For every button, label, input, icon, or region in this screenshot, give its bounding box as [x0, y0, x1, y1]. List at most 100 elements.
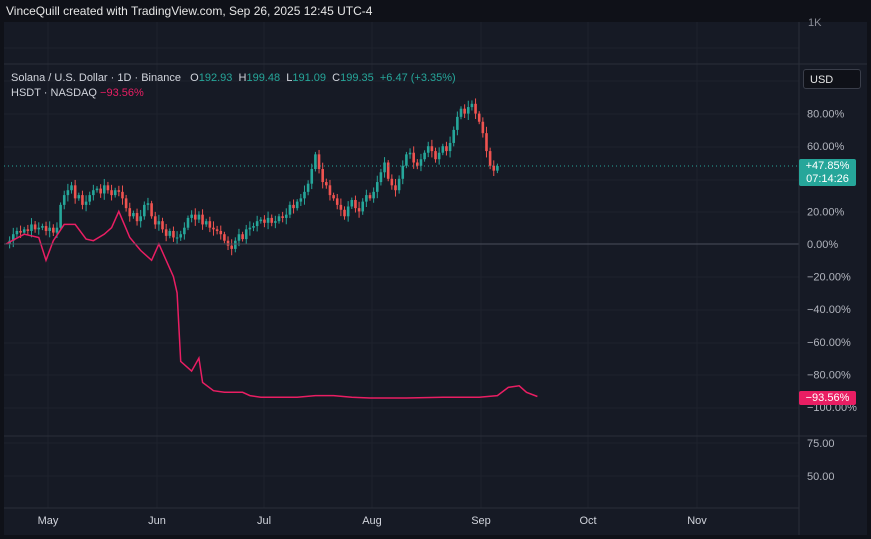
candle-body	[197, 214, 201, 220]
candle-body	[426, 146, 430, 153]
candle-body	[379, 172, 383, 183]
candle-body	[456, 116, 459, 130]
legend-symbol: Solana / U.S. Dollar · 1D · Binance	[11, 72, 181, 84]
x-tick-label: Oct	[579, 515, 596, 527]
candle-body	[193, 214, 197, 220]
candle-body	[92, 190, 95, 196]
candle-body	[110, 190, 113, 196]
candle-body	[401, 165, 405, 179]
legend-close-label: C	[332, 72, 341, 84]
candle-body	[346, 206, 350, 217]
header-bar: VinceQuill created with TradingView.com,…	[0, 0, 871, 22]
candle-body	[259, 219, 263, 222]
candle-body	[474, 103, 477, 114]
candle-body	[244, 229, 248, 240]
candle-body	[397, 178, 401, 191]
y-tick-label: 20.00%	[807, 206, 845, 218]
x-tick-label: May	[38, 515, 59, 527]
candle-body	[416, 162, 419, 166]
candle-body	[132, 213, 135, 217]
candle-body	[22, 229, 26, 233]
candle-body	[496, 166, 499, 171]
candle-body	[146, 203, 150, 205]
candle-body	[325, 182, 328, 186]
candle-body	[292, 204, 295, 209]
candle-body	[408, 152, 412, 155]
candle-body	[383, 162, 386, 173]
legend-compare-value: −93.56%	[100, 87, 144, 99]
candle-body	[33, 224, 37, 230]
candle-body	[37, 227, 41, 230]
y-tick-label: −20.00%	[807, 272, 851, 284]
candle-body	[153, 216, 157, 225]
candle-body	[405, 154, 408, 166]
candle-body	[303, 191, 306, 199]
candle-body	[317, 154, 321, 170]
y-tick-label: 0.00%	[807, 239, 838, 251]
candle-body	[234, 240, 237, 249]
candle-body	[164, 229, 168, 236]
candle-body	[481, 121, 485, 134]
chart-area[interactable]	[4, 22, 867, 535]
legend-open: 192.93	[198, 72, 233, 84]
candle-body	[124, 198, 128, 209]
candle-body	[73, 185, 77, 199]
hsdt-line	[5, 209, 538, 399]
last-price-value: +47.85%	[805, 160, 850, 172]
candle-body	[106, 185, 110, 191]
candle-body	[419, 159, 423, 166]
candle-body	[113, 190, 117, 196]
candle-body	[84, 201, 88, 205]
x-axis: May Jun Jul Aug Sep Oct Nov	[38, 515, 708, 527]
candle-body	[26, 229, 30, 231]
legend: Solana / U.S. Dollar · 1D · Binance O192…	[11, 71, 456, 101]
candle-body	[52, 227, 55, 233]
candle-body	[102, 185, 106, 194]
candle-body	[445, 146, 448, 152]
candle-body	[19, 230, 22, 233]
candle-body	[215, 229, 219, 231]
candle-body	[241, 234, 244, 240]
candle-body	[394, 185, 397, 191]
candle-body	[284, 214, 288, 218]
candle-body	[350, 199, 354, 207]
candle-body	[434, 151, 437, 160]
candle-body	[288, 204, 292, 215]
candle-body	[204, 221, 208, 225]
candle-body	[299, 198, 303, 202]
candle-body	[448, 142, 452, 152]
candle-body	[485, 133, 488, 152]
candle-body	[266, 217, 270, 223]
legend-row-compare: HSDT · NASDAQ −93.56%	[11, 86, 456, 101]
candlestick-series	[8, 98, 499, 256]
candle-body	[157, 221, 161, 225]
top-axis-label: 1K	[808, 17, 822, 29]
candle-body	[223, 234, 226, 241]
candle-body	[441, 146, 445, 153]
candle-body	[386, 162, 390, 179]
candle-body	[361, 201, 365, 212]
candle-body	[375, 182, 379, 192]
y-tick-label: −40.00%	[807, 304, 851, 316]
candle-body	[477, 113, 481, 122]
candle-body	[321, 169, 324, 183]
y-tick-label-lower: 50.00	[807, 471, 835, 483]
candle-body	[81, 195, 84, 205]
currency-button[interactable]: USD	[803, 69, 861, 89]
candle-body	[412, 152, 415, 163]
legend-compare-symbol: HSDT · NASDAQ	[11, 87, 97, 99]
candle-body	[121, 191, 124, 199]
y-tick-label-lower: 75.00	[807, 438, 835, 450]
candle-body	[248, 227, 252, 230]
candle-body	[488, 151, 492, 166]
y-tick-label: 80.00%	[807, 109, 845, 121]
candle-body	[263, 219, 266, 223]
legend-low: 191.09	[292, 72, 327, 84]
candle-body	[175, 237, 179, 239]
candle-body	[44, 226, 48, 231]
candle-body	[128, 208, 132, 217]
legend-open-label: O	[190, 72, 199, 84]
candle-body	[470, 103, 474, 108]
candle-body	[372, 191, 375, 199]
